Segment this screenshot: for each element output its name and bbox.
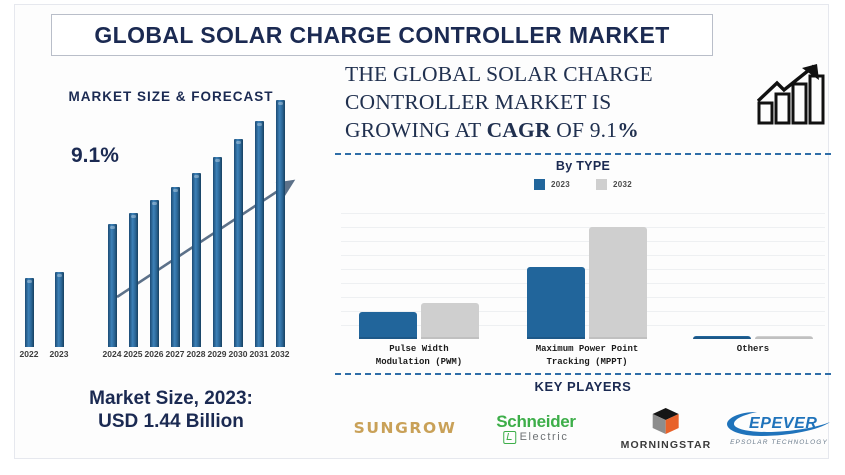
cagr-annotation: 9.1% (71, 144, 119, 167)
legend-swatch (596, 179, 607, 190)
market-size-bar (170, 187, 180, 347)
keyplayers-logos: SUNGROW Schneider Electric MORNINGSTAR (333, 399, 833, 457)
logo-schneider-subtitle: Electric (519, 430, 569, 443)
market-size-x-label: 2022 (19, 349, 39, 359)
divider-top (335, 153, 831, 155)
bytype-category-label: Maximum Power Point Tracking (MPPT) (535, 344, 639, 367)
market-size-line-1: Market Size, 2023: (89, 388, 253, 409)
market-size-x-label: 2024 (102, 349, 122, 359)
headline-line-2: CONTROLLER MARKET IS (345, 89, 612, 114)
gridline (341, 227, 825, 228)
legend-label: 2032 (613, 180, 632, 189)
bar-chart-growth-icon (757, 64, 825, 125)
logo-schneider-subtitle-row: Electric (503, 430, 569, 444)
legend-swatch (534, 179, 545, 190)
logo-epever: EPEVER EPSOLAR TECHNOLOGY (727, 399, 831, 457)
market-size-x-label: 2027 (165, 349, 185, 359)
bytype-bar (527, 267, 585, 339)
market-size-x-label: 2032 (270, 349, 290, 359)
headline-line-1: THE GLOBAL SOLAR CHARGE (345, 62, 653, 86)
legend-label: 2023 (551, 180, 570, 189)
morningstar-cube-icon (653, 407, 679, 434)
keyplayers-heading: KEY PLAYERS (534, 379, 632, 394)
headline: THE GLOBAL SOLAR CHARGE CONTROLLER MARKE… (345, 61, 745, 145)
bytype-bar (589, 227, 647, 339)
market-size-bar (24, 278, 34, 347)
legend-item: 2023 (534, 179, 570, 190)
infographic-card: GLOBAL SOLAR CHARGE CONTROLLER MARKET MA… (14, 4, 831, 459)
logo-sungrow-text: SUNGROW (353, 419, 457, 437)
logo-schneider-text: Schneider (496, 411, 576, 431)
bytype-category-label: Pulse Width Modulation (PWM) (375, 344, 463, 367)
headline-line-3b: OF 9.1 (550, 117, 618, 142)
logo-epever-subtitle: EPSOLAR TECHNOLOGY (730, 438, 828, 446)
market-size-x-label: 2023 (49, 349, 69, 359)
epever-swoosh-icon (727, 411, 830, 436)
market-size-value: Market Size, 2023: USD 1.44 Billion (15, 387, 327, 433)
market-size-x-axis: 2022 2023 2024 2025 2026 2027 2028 2029 2030 2031… (15, 349, 327, 365)
market-size-bar (149, 200, 159, 347)
headline-percent: % (617, 117, 639, 142)
logo-sungrow: SUNGROW (354, 399, 457, 457)
logo-morningstar-text: MORNINGSTAR (620, 438, 712, 451)
market-size-bar (212, 157, 222, 347)
market-size-x-label: 2029 (207, 349, 227, 359)
bytype-bar-chart (333, 199, 833, 339)
page-title: GLOBAL SOLAR CHARGE CONTROLLER MARKET (94, 21, 670, 48)
schneider-mark-icon (503, 430, 517, 444)
market-size-panel: MARKET SIZE & FORECAST 9.1% 2022 2023 2024… (15, 57, 327, 457)
gridline (341, 213, 825, 214)
page-title-box: GLOBAL SOLAR CHARGE CONTROLLER MARKET (51, 14, 713, 56)
logo-morningstar: MORNINGSTAR (621, 399, 712, 457)
market-size-x-label: 2028 (186, 349, 206, 359)
market-size-bar (254, 121, 264, 347)
market-size-x-label: 2025 (123, 349, 143, 359)
bytype-heading: By TYPE (555, 159, 611, 173)
market-size-bar (275, 100, 285, 347)
bytype-bar (693, 336, 751, 339)
bytype-category-labels: Pulse Width Modulation (PWM) Maximum Powe… (333, 343, 833, 377)
market-size-x-label: 2031 (249, 349, 269, 359)
divider-bottom (335, 373, 831, 375)
market-size-bar (107, 224, 117, 347)
market-size-bar (54, 272, 64, 347)
gridline (341, 241, 825, 242)
headline-line-3a: GROWING AT (345, 117, 487, 142)
bytype-bar (421, 303, 479, 339)
bytype-bar (359, 312, 417, 339)
market-size-line-2: USD 1.44 Billion (98, 411, 244, 433)
market-size-bar (128, 213, 138, 347)
logo-schneider-electric: Schneider Electric (496, 399, 576, 457)
gridline (341, 255, 825, 256)
bytype-bar (755, 336, 813, 339)
market-size-x-label: 2030 (228, 349, 248, 359)
market-size-bar (233, 139, 243, 347)
chart-legend: 2023 2032 (333, 179, 833, 190)
logo-epever-text: EPEVER (749, 414, 818, 432)
market-size-x-label: 2026 (144, 349, 164, 359)
right-panel: THE GLOBAL SOLAR CHARGE CONTROLLER MARKE… (333, 57, 833, 457)
legend-item: 2032 (596, 179, 632, 190)
headline-cagr: CAGR (486, 117, 551, 142)
market-size-bar (191, 173, 201, 347)
bytype-category-label: Others (736, 344, 770, 354)
market-size-heading: MARKET SIZE & FORECAST (68, 89, 274, 104)
market-size-bar-chart (15, 57, 327, 347)
